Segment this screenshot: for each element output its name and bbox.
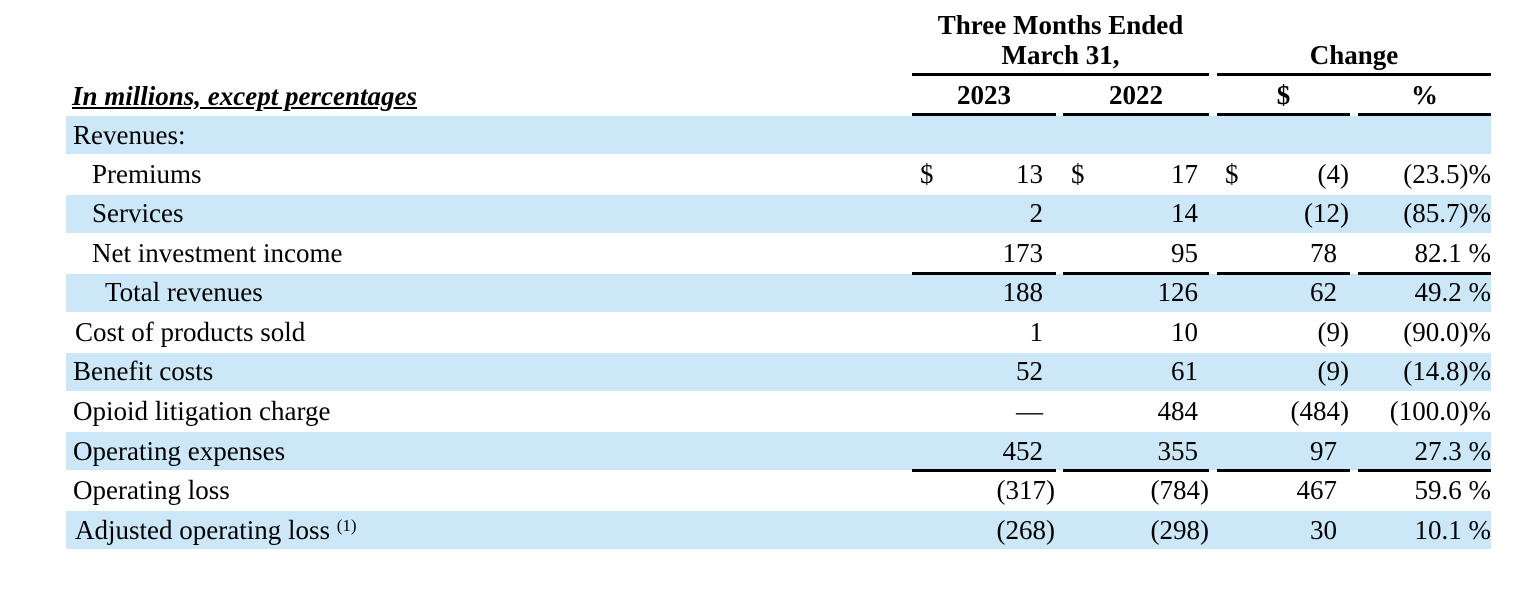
row-label-operating-loss: Operating loss [73, 475, 230, 505]
cell-opex-pct: 27.3 % [1414, 436, 1492, 466]
cell-opioid-2022: 484 [1157, 396, 1199, 426]
cell-premiums-2022: 17 [1171, 159, 1198, 189]
change-title: Change [1309, 40, 1399, 70]
rule-col-2022 [1063, 113, 1209, 116]
row-band-services [66, 195, 1491, 233]
rule-operating-loss-2022 [1063, 469, 1209, 472]
cell-premiums-pct: (23.5)% [1403, 159, 1491, 189]
cell-services-2022: 14 [1171, 198, 1198, 228]
period-title-line2: March 31, [1001, 40, 1120, 70]
rule-col-change-pct [1358, 113, 1491, 116]
cell-services-2023: 2 [1029, 198, 1044, 228]
cell-benefit-costs-2022: 61 [1171, 356, 1198, 386]
cell-benefit-costs-2023: 52 [1016, 356, 1043, 386]
cell-operating-loss-2023: (317) [996, 475, 1055, 505]
currency-symbol-chg: $ [1225, 159, 1239, 189]
rule-operating-loss-chg [1217, 469, 1350, 472]
cell-services-chg: (12) [1304, 198, 1349, 228]
row-band-revenues [66, 116, 1491, 154]
cell-adj-operating-loss-2022: (298) [1150, 515, 1209, 545]
rule-col-change-dollar [1217, 113, 1350, 116]
row-label-benefit-costs: Benefit costs [73, 356, 214, 386]
cell-nii-pct: 82.1 % [1414, 238, 1492, 268]
cell-services-pct: (85.7)% [1403, 198, 1491, 228]
col-header-change-pct: % [1411, 80, 1438, 110]
cell-total-revenues-pct: 49.2 % [1414, 277, 1492, 307]
units-label: In millions, except percentages [72, 81, 417, 111]
rule-period-group [912, 73, 1209, 76]
cell-cops-2022: 10 [1171, 317, 1198, 347]
cell-cops-pct: (90.0)% [1403, 317, 1491, 347]
col-header-2023: 2023 [957, 80, 1011, 110]
cell-operating-loss-chg: 467 [1296, 475, 1338, 505]
col-header-change-dollar: $ [1276, 80, 1291, 110]
col-header-2022: 2022 [1109, 80, 1163, 110]
cell-adj-operating-loss-chg: 30 [1310, 515, 1337, 545]
adjusted-operating-loss-text: Adjusted operating loss [75, 515, 330, 545]
cell-premiums-2023: 13 [1016, 159, 1043, 189]
cell-total-revenues-2023: 188 [1002, 277, 1044, 307]
cell-opioid-chg: (484) [1290, 396, 1349, 426]
rule-col-2023 [912, 113, 1056, 116]
cell-opex-chg: 97 [1310, 436, 1337, 466]
rule-total-revenues-chg [1217, 272, 1350, 275]
cell-opex-2022: 355 [1157, 436, 1199, 466]
row-band-total-revenues [66, 274, 1491, 312]
cell-adj-operating-loss-2023: (268) [996, 515, 1055, 545]
cell-cops-chg: (9) [1317, 317, 1349, 347]
rule-change-group [1217, 73, 1491, 76]
cell-benefit-costs-chg: (9) [1317, 356, 1349, 386]
row-band-adjusted-operating-loss [66, 511, 1491, 549]
rule-operating-loss-2023 [912, 469, 1056, 472]
row-label-total-revenues: Total revenues [105, 277, 263, 307]
cell-total-revenues-chg: 62 [1310, 277, 1337, 307]
row-label-premiums: Premiums [92, 159, 202, 189]
period-title-line1: Three Months Ended [937, 10, 1184, 40]
cell-operating-loss-pct: 59.6 % [1414, 475, 1492, 505]
footnote-marker: (1) [336, 516, 357, 535]
row-band-operating-expenses [66, 432, 1491, 470]
cell-premiums-chg: (4) [1317, 159, 1349, 189]
cell-opioid-pct: (100.0)% [1389, 396, 1491, 426]
row-label-opioid-litigation-charge: Opioid litigation charge [73, 396, 331, 426]
currency-symbol-2023: $ [920, 159, 934, 189]
row-label-operating-expenses: Operating expenses [73, 436, 286, 466]
row-label-net-investment-income: Net investment income [92, 238, 343, 268]
row-label-revenues: Revenues: [73, 120, 186, 150]
cell-operating-loss-2022: (784) [1150, 475, 1209, 505]
row-label-cost-of-products-sold: Cost of products sold [75, 317, 306, 347]
rule-total-revenues-2023 [912, 272, 1056, 275]
cell-adj-operating-loss-pct: 10.1 % [1414, 515, 1492, 545]
cell-nii-2023: 173 [1002, 238, 1044, 268]
rule-total-revenues-2022 [1063, 272, 1209, 275]
cell-opioid-2023: — [1016, 396, 1043, 426]
row-label-adjusted-operating-loss: Adjusted operating loss (1) [75, 514, 357, 546]
cell-cops-2023: 1 [1029, 317, 1044, 347]
cell-benefit-costs-pct: (14.8)% [1403, 356, 1491, 386]
cell-nii-2022: 95 [1171, 238, 1198, 268]
row-band-benefit-costs [66, 353, 1491, 391]
rule-total-revenues-pct [1358, 272, 1491, 275]
row-label-services: Services [92, 198, 184, 228]
rule-operating-loss-pct [1358, 469, 1491, 472]
cell-nii-chg: 78 [1310, 238, 1337, 268]
currency-symbol-2022: $ [1071, 159, 1085, 189]
cell-total-revenues-2022: 126 [1157, 277, 1199, 307]
cell-opex-2023: 452 [1002, 436, 1044, 466]
